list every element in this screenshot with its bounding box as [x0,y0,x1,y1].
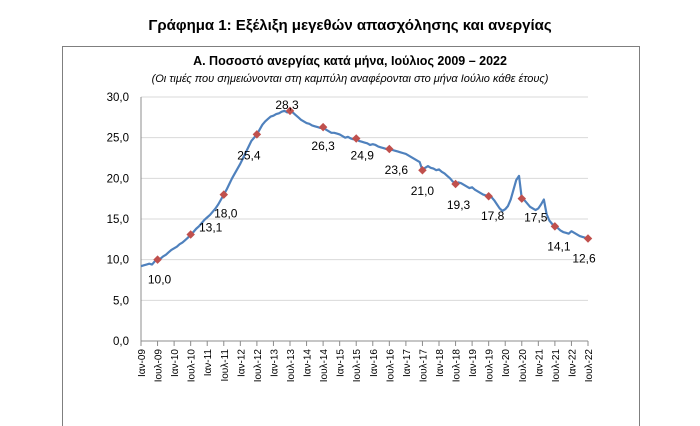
x-tick-label: Ιαν-10 [170,349,181,377]
y-tick-label: 10,0 [107,255,129,267]
x-tick-label: Ιουλ-10 [187,349,198,383]
july-marker [285,106,295,116]
x-tick-label: Ιουλ-09 [154,349,165,383]
markers-layer [153,106,593,264]
x-tick-label: Ιαν-11 [203,349,214,377]
x-tick-label: Ιουλ-21 [551,349,562,383]
x-tick-label: Ιαν-12 [236,349,247,377]
series-layer [140,109,589,268]
page-title: Γράφημα 1: Εξέλιξη μεγεθών απασχόλησης κ… [148,17,552,34]
chart-title: Α. Ποσοστό ανεργίας κατά μήνα, Ιούλιος 2… [193,54,507,68]
y-tick-label: 0,0 [113,336,129,348]
july-marker [418,165,427,175]
chart-subtitle: (Οι τιμές που σημειώνονται στη καμπύλη α… [152,73,549,85]
x-tick-label: Ιουλ-13 [286,349,297,383]
july-marker [351,134,361,143]
y-tick-label: 20,0 [107,173,129,185]
gridlines [141,96,588,301]
data-label: 13,1 [199,220,223,234]
x-tick-label: Ιουλ-11 [220,349,231,382]
data-label: 21,0 [411,184,435,198]
data-labels-layer: 10,0 13,118,0 25,4 28,3 26,3 24,9 23,621,0 19,3… [148,98,596,287]
x-tick-label: Ιαν-19 [468,349,479,377]
july-marker [385,144,394,154]
x-tick-label: Ιαν-16 [369,349,380,377]
july-marker [153,255,162,264]
x-tick-label: Ιουλ-12 [253,349,264,383]
y-tick-label: 30,0 [107,92,129,104]
x-tick-label: Ιαν-21 [534,349,545,377]
x-tick-label: Ιαν-13 [269,349,280,377]
x-tick-label: Ιουλ-14 [319,349,330,383]
data-label: 24,9 [351,148,375,162]
x-tick-label: Ιαν-20 [501,349,512,377]
x-tick-label: Ιουλ-16 [385,349,396,383]
data-label: 28,3 [275,98,299,112]
data-label: 23,6 [385,163,409,177]
data-label: 25,4 [237,148,261,162]
july-marker [252,130,262,139]
july-marker [484,191,493,201]
july-marker [451,179,460,189]
x-tick-label: Ιαν-18 [435,349,446,377]
x-axis: Ιαν-09 Ιουλ-09 Ιαν-10 Ιουλ-10 Ιαν-11 Ιουλ-11 Ι… [137,340,595,383]
data-label: 17,5 [524,211,548,225]
x-tick-label: Ιαν-17 [402,349,413,377]
x-tick-label: Ιαν-22 [567,349,578,377]
data-label: 17,8 [481,209,505,223]
x-tick-label: Ιαν-15 [336,349,347,377]
data-label: 26,3 [311,139,335,153]
y-axis: 0,0 5,0 10,0 15,0 20,0 25,0 30,0 [107,92,142,348]
july-marker [219,190,229,199]
y-tick-label: 15,0 [107,214,129,226]
x-tick-label: Ιουλ-20 [518,349,529,383]
unemployment-series-line [140,109,589,268]
data-label: 12,6 [572,252,596,266]
x-tick-label: Ιουλ-22 [584,349,595,383]
y-tick-label: 5,0 [113,295,129,307]
july-marker [186,230,195,239]
x-tick-label: Ιουλ-15 [352,349,363,383]
data-label: 14,1 [547,239,571,253]
x-tick-label: Ιουλ-18 [452,349,463,383]
chart-frame [62,46,640,426]
x-tick-label: Ιαν-09 [137,349,148,377]
x-tick-label: Ιουλ-19 [485,349,496,383]
data-label: 18,0 [214,207,238,221]
x-tick-label: Ιαν-14 [303,349,314,377]
y-tick-label: 25,0 [107,133,129,145]
data-label: 19,3 [447,198,471,212]
data-label: 10,0 [148,273,172,287]
x-tick-label: Ιουλ-17 [418,349,429,383]
july-marker [318,122,328,132]
july-marker [583,234,593,243]
